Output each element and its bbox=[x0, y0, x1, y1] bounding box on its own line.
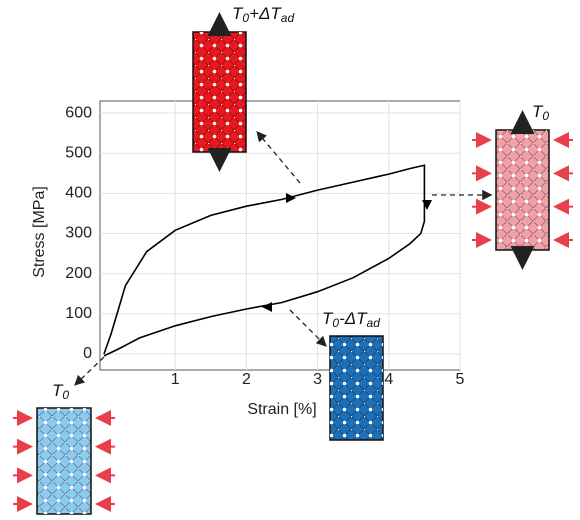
connector bbox=[289, 309, 327, 347]
label-part: T bbox=[532, 102, 544, 121]
plot-frame bbox=[99, 100, 461, 371]
direction-arrow bbox=[286, 193, 296, 203]
label-part: 0 bbox=[542, 109, 549, 123]
x-tick-label: 3 bbox=[313, 371, 322, 388]
direction-arrow bbox=[422, 200, 432, 210]
y-tick-label: 100 bbox=[65, 305, 92, 322]
label-part: ad bbox=[281, 11, 295, 25]
x-axis-label: Strain [%] bbox=[247, 401, 316, 418]
lattice bbox=[37, 408, 91, 514]
label-part: T bbox=[52, 381, 64, 400]
connector bbox=[74, 356, 105, 386]
connector bbox=[256, 131, 301, 184]
label-part: 0 bbox=[242, 11, 249, 25]
label-part: -ΔT bbox=[339, 309, 368, 328]
y-tick-label: 600 bbox=[65, 104, 92, 121]
label-part: 0 bbox=[332, 316, 339, 330]
temperature-label: T0 bbox=[532, 102, 549, 123]
label-part: ad bbox=[367, 316, 381, 330]
label-part: T bbox=[322, 309, 334, 328]
hysteresis-curve bbox=[103, 164, 426, 357]
y-tick-label: 500 bbox=[65, 144, 92, 161]
y-tick-label: 0 bbox=[83, 345, 92, 362]
lattice bbox=[193, 32, 246, 152]
temperature-label: T0 bbox=[52, 381, 69, 402]
y-tick-label: 200 bbox=[65, 265, 92, 282]
y-tick-label: 400 bbox=[65, 185, 92, 202]
x-tick-label: 2 bbox=[242, 371, 251, 388]
y-axis-label: Stress [MPa] bbox=[31, 186, 48, 278]
lattice bbox=[496, 130, 549, 250]
temperature-label: T0-ΔTad bbox=[322, 309, 380, 330]
label-part: +ΔT bbox=[249, 4, 282, 23]
label-part: 0 bbox=[62, 388, 69, 402]
lattice bbox=[330, 336, 383, 440]
x-tick-label: 1 bbox=[171, 371, 180, 388]
x-tick-label: 4 bbox=[384, 371, 393, 388]
temperature-label: T0+ΔTad bbox=[232, 4, 294, 25]
x-tick-label: 5 bbox=[456, 371, 465, 388]
label-part: T bbox=[232, 4, 244, 23]
y-tick-label: 300 bbox=[65, 225, 92, 242]
direction-arrow bbox=[262, 302, 272, 312]
